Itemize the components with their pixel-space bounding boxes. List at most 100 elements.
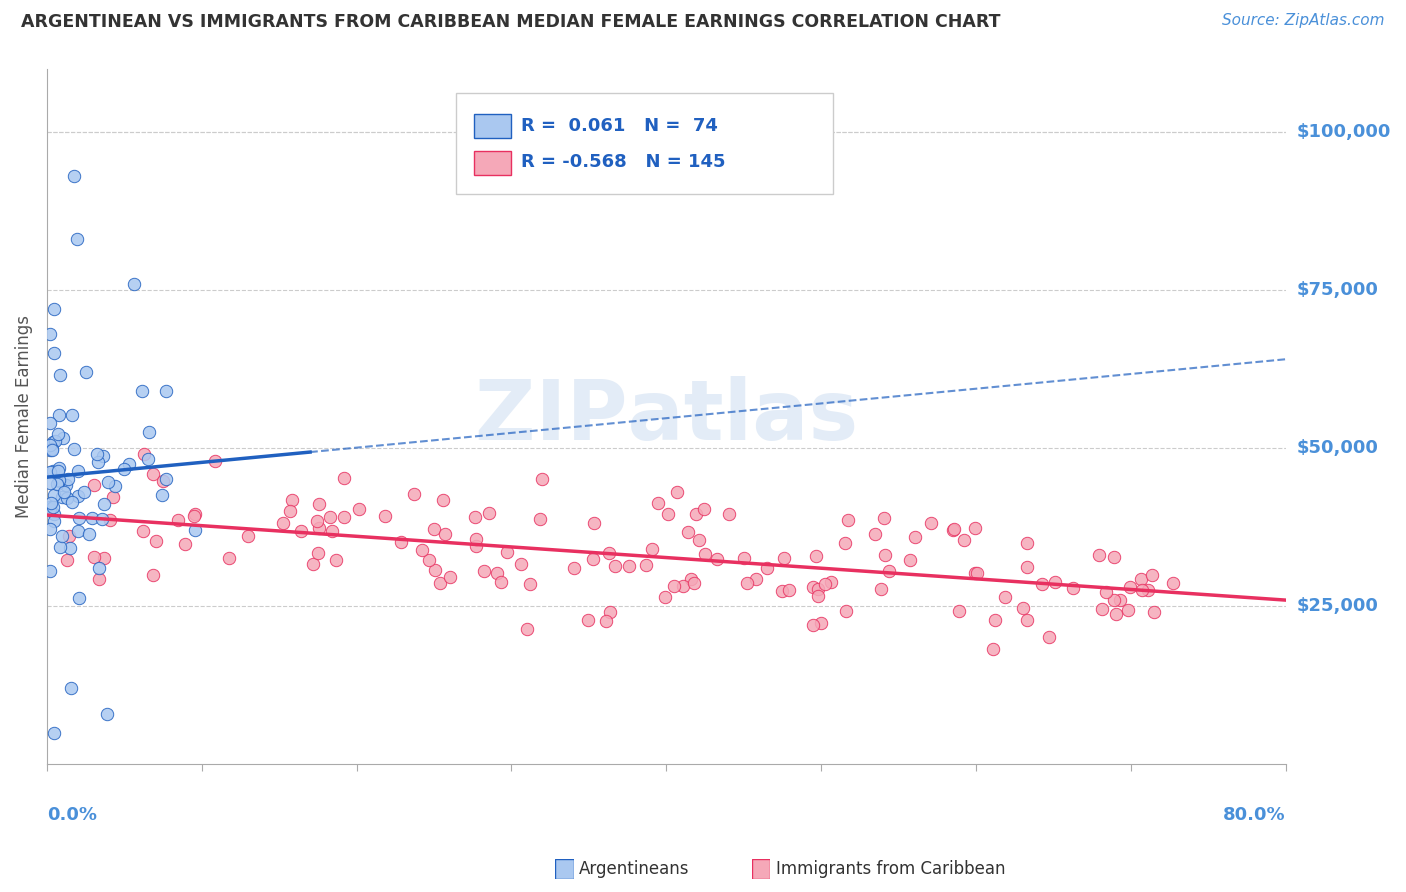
Point	[55, 478, 77, 492]
Point	[770, 583, 793, 598]
Point	[869, 582, 891, 597]
FancyBboxPatch shape	[456, 93, 834, 194]
Point	[423, 522, 446, 536]
Point	[983, 641, 1005, 656]
Point	[42, 514, 65, 528]
Point	[174, 536, 197, 550]
Text: $25,000: $25,000	[1296, 597, 1378, 615]
Point	[281, 493, 304, 508]
Point	[67, 524, 90, 538]
Point	[402, 487, 425, 501]
Point	[904, 531, 927, 545]
Point	[41, 464, 63, 478]
Point	[599, 605, 621, 619]
Point	[1118, 603, 1140, 617]
Point	[80, 510, 103, 524]
Point	[55, 491, 77, 505]
Point	[641, 541, 664, 556]
Point	[44, 488, 66, 502]
Point	[93, 497, 115, 511]
Point	[46, 477, 69, 491]
Point	[98, 514, 121, 528]
Point	[290, 524, 312, 539]
Point	[91, 450, 114, 464]
Point	[718, 507, 741, 521]
Point	[433, 527, 456, 541]
Point	[806, 549, 828, 564]
Text: ZIP​atlas: ZIP​atlas	[475, 376, 858, 457]
Point	[39, 327, 62, 342]
Point	[1105, 607, 1128, 621]
Point	[617, 559, 640, 574]
Point	[966, 566, 988, 580]
Point	[695, 547, 717, 561]
Point	[46, 427, 69, 442]
Point	[877, 564, 900, 578]
Text: R = -0.568   N = 145: R = -0.568 N = 145	[522, 153, 725, 171]
Point	[39, 438, 62, 452]
Point	[155, 471, 177, 485]
Point	[347, 501, 370, 516]
Point	[1108, 593, 1130, 607]
Point	[66, 464, 89, 478]
Point	[465, 532, 488, 546]
Point	[464, 510, 486, 524]
Point	[1130, 583, 1153, 598]
Point	[62, 442, 84, 457]
Point	[676, 524, 699, 539]
Point	[1015, 560, 1038, 574]
Point	[96, 706, 118, 721]
Point	[756, 560, 779, 574]
Point	[44, 434, 66, 448]
Point	[1012, 600, 1035, 615]
Point	[672, 578, 695, 592]
FancyBboxPatch shape	[474, 114, 512, 138]
Point	[685, 507, 707, 521]
Point	[683, 576, 706, 591]
Point	[578, 613, 600, 627]
Point	[42, 301, 65, 316]
Point	[374, 508, 396, 523]
Point	[595, 614, 617, 628]
Point	[598, 546, 620, 560]
Point	[73, 484, 96, 499]
Point	[1045, 574, 1067, 589]
Point	[58, 529, 80, 543]
Point	[325, 553, 347, 567]
Point	[87, 455, 110, 469]
Point	[44, 346, 66, 360]
Y-axis label: Median Female Earnings: Median Female Earnings	[15, 315, 32, 518]
Point	[48, 540, 70, 554]
Point	[142, 467, 165, 481]
Point	[138, 425, 160, 439]
Point	[67, 591, 90, 605]
Point	[183, 523, 205, 537]
Point	[204, 454, 226, 468]
Point	[900, 553, 922, 567]
Point	[308, 520, 330, 534]
Point	[837, 513, 859, 527]
Point	[86, 447, 108, 461]
Point	[778, 583, 800, 598]
Point	[439, 570, 461, 584]
Point	[48, 473, 70, 487]
Point	[56, 472, 79, 486]
Point	[52, 431, 75, 445]
Point	[41, 435, 63, 450]
Point	[39, 466, 62, 480]
Point	[321, 524, 343, 538]
Text: $75,000: $75,000	[1296, 281, 1378, 299]
Point	[1119, 580, 1142, 594]
Point	[389, 534, 412, 549]
Text: Source: ZipAtlas.com: Source: ZipAtlas.com	[1222, 13, 1385, 29]
Point	[75, 365, 97, 379]
Point	[41, 442, 63, 456]
Point	[411, 543, 433, 558]
Point	[66, 232, 89, 246]
Point	[112, 462, 135, 476]
Point	[63, 169, 86, 183]
Point	[333, 471, 356, 485]
Point	[1102, 549, 1125, 564]
Point	[875, 548, 897, 562]
Point	[167, 512, 190, 526]
